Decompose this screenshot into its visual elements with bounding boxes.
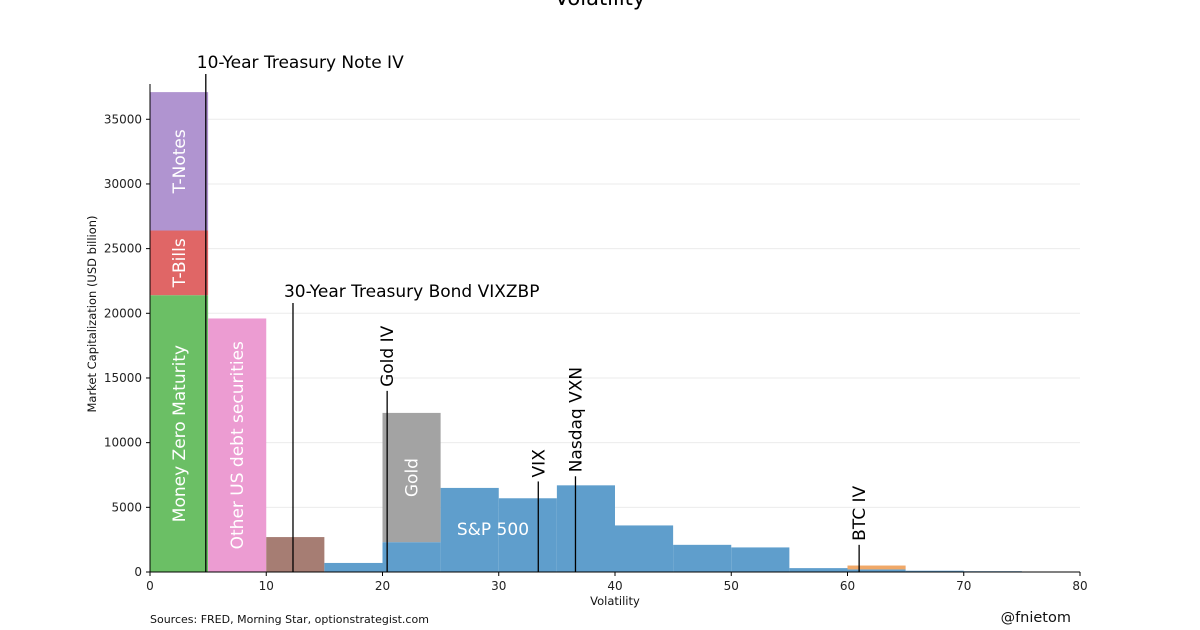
x-tick-label-20: 20 <box>375 579 390 593</box>
y-tick-label-15000: 15000 <box>104 371 142 385</box>
x-tick-label-70: 70 <box>956 579 971 593</box>
y-tick-label-20000: 20000 <box>104 306 142 320</box>
bar-sp500-40-45 <box>615 525 674 572</box>
x-tick-label-80: 80 <box>1072 579 1087 593</box>
bar-gold-20-25 <box>382 412 441 543</box>
bar-sp500-35-40 <box>556 485 615 572</box>
x-tick-label-60: 60 <box>840 579 855 593</box>
bar-sp500-45-50 <box>673 544 732 572</box>
bar-brown-10-15 <box>266 537 325 572</box>
y-tick-label-10000: 10000 <box>104 436 142 450</box>
bar-sp500-65-70 <box>905 570 964 572</box>
y-tick-label-35000: 35000 <box>104 112 142 126</box>
bar-sp500-25-30 <box>440 487 499 572</box>
x-tick-label-0: 0 <box>146 579 154 593</box>
bar-sp500-20-25 <box>382 542 441 572</box>
bar-sp500-30-35 <box>498 498 557 572</box>
sources-footer: Sources: FRED, Morning Star, optionstrat… <box>150 613 429 626</box>
axes: 0 10 20 30 40 50 60 70 80 0 5000 10000 15000 20000 250… <box>104 84 1088 593</box>
bar-sp500-55-60 <box>789 568 848 572</box>
series-label-sandp-500: S&P 500 <box>457 520 529 540</box>
annotation-nasdaq-vxn: Nasdaq VXN <box>566 367 586 472</box>
x-axis-label: Volatility <box>590 594 640 608</box>
annotation-vix: VIX <box>529 449 549 478</box>
bar-btc-60-65 <box>847 565 906 570</box>
y-tick-label-5000: 5000 <box>111 500 142 514</box>
y-tick-label-0: 0 <box>134 565 142 579</box>
chart-title: Volatility <box>555 0 646 10</box>
annotation-30-year-treasury-bond-vixzbp: 30-Year Treasury Bond VIXZBP <box>284 282 540 302</box>
grid-lines <box>150 118 1080 508</box>
x-tick-label-40: 40 <box>607 579 622 593</box>
bar-money-zero-maturity-0-5 <box>150 295 209 572</box>
bar-sp500-60-65 <box>847 569 906 572</box>
bar-label-other-us-debt-securities: Other US debt securities <box>228 341 248 549</box>
y-axis-label: Market Capitalization (USD billion) <box>85 215 99 412</box>
annotation-btc-iv: BTC IV <box>850 485 870 540</box>
annotation-10-year-treasury-note-iv: 10-Year Treasury Note IV <box>197 53 404 73</box>
y-tick-label-30000: 30000 <box>104 177 142 191</box>
bar-t-notes-0-5 <box>150 92 209 231</box>
annotation-gold-iv: Gold IV <box>378 325 398 387</box>
bar-other-us-debt-5-10 <box>208 318 267 572</box>
bar-sp500-50-55 <box>731 547 790 572</box>
x-tick-label-50: 50 <box>724 579 739 593</box>
bar-label-gold: Gold <box>403 458 423 497</box>
bar-sp500-15-20 <box>324 562 383 572</box>
bar-labels: Money Zero Maturity T-Bills T-Notes Other U… <box>170 129 529 549</box>
x-tick-label-10: 10 <box>259 579 274 593</box>
bar-label-money-zero-maturity: Money Zero Maturity <box>170 345 190 522</box>
bar-label-t-notes: T-Notes <box>170 129 190 194</box>
bar-t-bills-0-5 <box>150 230 209 296</box>
annotations: 10-Year Treasury Note IV 30-Year Treasury… <box>197 53 870 572</box>
x-tick-label-30: 30 <box>491 579 506 593</box>
author-handle: @fnietom <box>1001 610 1071 626</box>
bars <box>150 92 1080 573</box>
y-tick-label-25000: 25000 <box>104 242 142 256</box>
bar-label-t-bills: T-Bills <box>170 238 190 288</box>
